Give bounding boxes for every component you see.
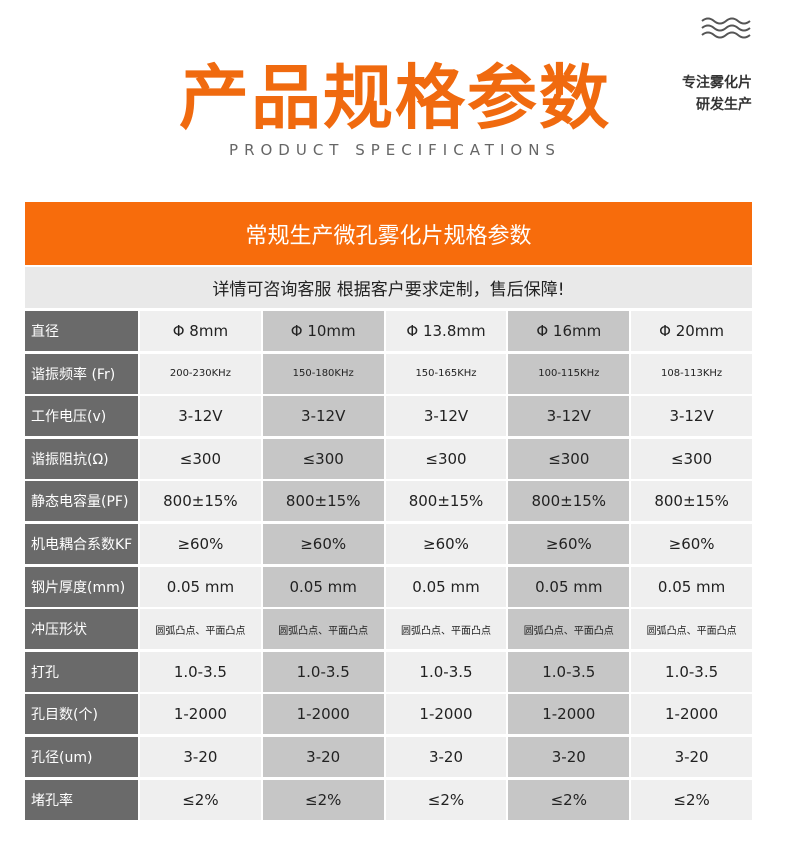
cell: 3-12V bbox=[262, 396, 384, 437]
row-label: 谐振频率 (Fr) bbox=[25, 353, 138, 394]
cell: Φ 20mm bbox=[631, 311, 752, 351]
cell: Φ 8mm bbox=[140, 311, 261, 351]
row-label: 孔径(um) bbox=[25, 736, 138, 777]
cell: Φ 16mm bbox=[508, 311, 630, 351]
cell: ≥60% bbox=[508, 523, 630, 564]
table-title: 常规生产微孔雾化片规格参数 bbox=[25, 202, 752, 265]
cell: 800±15% bbox=[508, 481, 630, 522]
cell: 3-20 bbox=[385, 736, 507, 777]
cell: ≤300 bbox=[631, 438, 752, 479]
cell: Φ 13.8mm bbox=[385, 311, 507, 351]
cell: 3-20 bbox=[262, 736, 384, 777]
cell: 1.0-3.5 bbox=[385, 651, 507, 692]
row-label: 冲压形状 bbox=[25, 609, 138, 650]
cell: ≥60% bbox=[262, 523, 384, 564]
side-text: 专注雾化片 bbox=[682, 75, 752, 91]
cell: 3-12V bbox=[631, 396, 752, 437]
row-label: 静态电容量(PF) bbox=[25, 481, 138, 522]
row-label: 工作电压(v) bbox=[25, 396, 138, 437]
cell: ≤2% bbox=[262, 779, 384, 820]
cell: 200-230KHz bbox=[140, 353, 261, 394]
wave-icon bbox=[701, 17, 751, 39]
cell: ≥60% bbox=[385, 523, 507, 564]
cell: 3-20 bbox=[508, 736, 630, 777]
cell: 0.05 mm bbox=[385, 566, 507, 607]
cell: 3-20 bbox=[631, 736, 752, 777]
side-text: 研发生产 bbox=[696, 97, 752, 113]
cell: 1-2000 bbox=[385, 694, 507, 735]
cell: ≤2% bbox=[508, 779, 630, 820]
cell: ≤300 bbox=[140, 438, 261, 479]
cell: 0.05 mm bbox=[631, 566, 752, 607]
cell: 1-2000 bbox=[262, 694, 384, 735]
page-subtitle: PRODUCT SPECIFICATIONS bbox=[229, 141, 561, 159]
cell: 0.05 mm bbox=[508, 566, 630, 607]
page-title: 产品规格参数 bbox=[179, 57, 611, 139]
cell: Φ 10mm bbox=[262, 311, 384, 351]
cell: 1.0-3.5 bbox=[508, 651, 630, 692]
cell: 3-20 bbox=[140, 736, 261, 777]
row-label: 孔目数(个) bbox=[25, 694, 138, 735]
cell: ≤2% bbox=[631, 779, 752, 820]
cell: 1.0-3.5 bbox=[631, 651, 752, 692]
cell: 3-12V bbox=[140, 396, 261, 437]
spec-table: 直径 Φ 8mm Φ 10mm Φ 13.8mm Φ 16mm Φ 20mm 谐振频率 (F… bbox=[25, 311, 752, 820]
cell: 1.0-3.5 bbox=[262, 651, 384, 692]
cell: 圆弧凸点、平面凸点 bbox=[385, 609, 507, 650]
cell: 圆弧凸点、平面凸点 bbox=[262, 609, 384, 650]
cell: ≥60% bbox=[631, 523, 752, 564]
cell: 0.05 mm bbox=[262, 566, 384, 607]
cell: ≤300 bbox=[385, 438, 507, 479]
row-label: 钢片厚度(mm) bbox=[25, 566, 138, 607]
cell: 圆弧凸点、平面凸点 bbox=[140, 609, 261, 650]
cell: 100-115KHz bbox=[508, 353, 630, 394]
cell: ≤2% bbox=[385, 779, 507, 820]
cell: 800±15% bbox=[140, 481, 261, 522]
cell: 1.0-3.5 bbox=[140, 651, 261, 692]
cell: 1-2000 bbox=[140, 694, 261, 735]
cell: ≥60% bbox=[140, 523, 261, 564]
row-label: 直径 bbox=[25, 311, 138, 351]
cell: ≤300 bbox=[262, 438, 384, 479]
row-label: 堵孔率 bbox=[25, 779, 138, 820]
row-label: 打孔 bbox=[25, 651, 138, 692]
cell: 圆弧凸点、平面凸点 bbox=[631, 609, 752, 650]
cell: 800±15% bbox=[631, 481, 752, 522]
cell: 0.05 mm bbox=[140, 566, 261, 607]
cell: 1-2000 bbox=[508, 694, 630, 735]
cell: 3-12V bbox=[508, 396, 630, 437]
cell: 3-12V bbox=[385, 396, 507, 437]
cell: ≤2% bbox=[140, 779, 261, 820]
cell: 800±15% bbox=[262, 481, 384, 522]
cell: 150-165KHz bbox=[385, 353, 507, 394]
cell: 1-2000 bbox=[631, 694, 752, 735]
cell: 150-180KHz bbox=[262, 353, 384, 394]
cell: 800±15% bbox=[385, 481, 507, 522]
cell: 108-113KHz bbox=[631, 353, 752, 394]
cell: ≤300 bbox=[508, 438, 630, 479]
table-note: 详情可咨询客服 根据客户要求定制，售后保障! bbox=[25, 267, 752, 308]
row-label: 机电耦合系数KF bbox=[25, 523, 138, 564]
cell: 圆弧凸点、平面凸点 bbox=[508, 609, 630, 650]
row-label: 谐振阻抗(Ω) bbox=[25, 438, 138, 479]
